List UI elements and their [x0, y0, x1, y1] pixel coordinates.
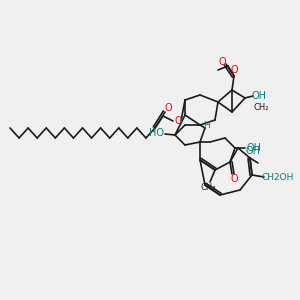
Text: O: O: [230, 65, 238, 75]
Text: OH: OH: [245, 146, 260, 156]
Text: OH: OH: [247, 143, 262, 153]
Text: OH: OH: [251, 91, 266, 101]
Text: CH₃: CH₃: [200, 184, 216, 193]
Text: HO: HO: [149, 128, 164, 138]
Text: CH2OH: CH2OH: [262, 172, 294, 182]
Text: O: O: [174, 116, 182, 126]
Text: H: H: [204, 121, 210, 130]
Text: CH₂: CH₂: [253, 103, 269, 112]
Text: O: O: [230, 174, 238, 184]
Text: O: O: [218, 57, 226, 67]
Text: O: O: [164, 103, 172, 113]
